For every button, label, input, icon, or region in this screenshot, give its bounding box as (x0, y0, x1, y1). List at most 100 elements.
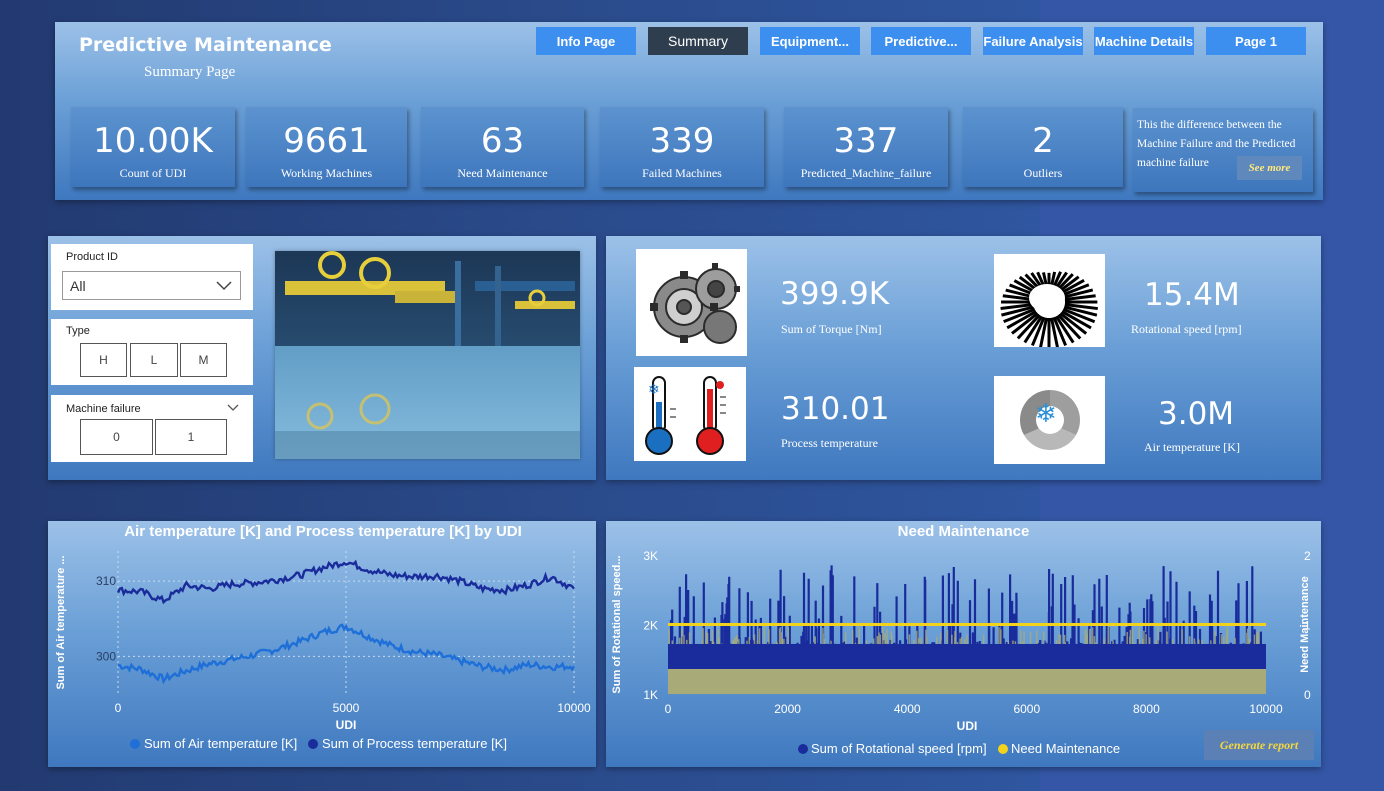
rotational-speed-area-spikes (668, 626, 1260, 644)
need-maintenance-line-chart[interactable]: 1K 2K 3K 0 1 2 0 2000 4000 6000 8000 10000 UDI Sum of… (606, 521, 1321, 767)
torque-value: 399.9K (780, 276, 890, 312)
machine-failure-slicer: Machine failure 0 1 (51, 395, 253, 462)
thermometer-icon: ❄ (634, 367, 746, 461)
svg-text:❄: ❄ (648, 381, 660, 397)
nav-machine-details[interactable]: Machine Details (1094, 27, 1194, 55)
legend-marker (308, 739, 318, 749)
cooling-fan-icon: ❄ (994, 376, 1105, 464)
y-tick-label: 3K (643, 549, 658, 563)
kpi-label: Need Maintenance (457, 166, 548, 180)
kpi-value: 10.00K (93, 121, 213, 161)
y2-tick-label: 0 (1304, 688, 1311, 702)
air-temperature-value: 3.0M (1158, 396, 1235, 432)
kpi-failed-machines: 339 Failed Machines (600, 107, 764, 187)
kpi-label: Predicted_Machine_failure (800, 166, 932, 180)
nav-info-page[interactable]: Info Page (536, 27, 636, 55)
process-temperature-line (116, 559, 575, 605)
kpi-outliers: 2 Outliers (963, 107, 1123, 187)
turbine-icon (994, 254, 1105, 348)
x-tick-label: 4000 (894, 702, 921, 716)
product-id-slicer: Product ID All (51, 244, 253, 310)
kpi-value: 339 (649, 121, 715, 161)
x-tick-label: 8000 (1133, 702, 1160, 716)
type-slicer: Type H L M (51, 319, 253, 385)
y-axis-label: Sum of Air temperature ... (55, 555, 67, 689)
rotational-speed-band (668, 643, 1266, 669)
kpi-value: 9661 (283, 121, 370, 161)
need-maintenance-chart-title: Need Maintenance (897, 523, 1030, 540)
nav-predictive[interactable]: Predictive... (871, 27, 971, 55)
air-temperature-line (117, 623, 576, 685)
kpi-label: Working Machines (280, 166, 373, 180)
y-tick-label: 2K (643, 619, 658, 633)
air-temperature-label: Air temperature [K] (1144, 440, 1240, 454)
x-axis-label: UDI (336, 718, 357, 732)
svg-text:❄: ❄ (1035, 398, 1057, 428)
chevron-down-icon (216, 281, 232, 291)
machine-failure-option-1[interactable]: 1 (155, 419, 227, 455)
nav-summary[interactable]: Summary (648, 27, 748, 55)
kpi-predicted-failure: 337 Predicted_Machine_failure (784, 107, 948, 187)
torque-label: Sum of Torque [Nm] (781, 322, 882, 336)
legend-label: Sum of Process temperature [K] (322, 736, 507, 751)
kpi-count-udi: 10.00K Count of UDI (71, 107, 235, 187)
x-tick-label: 2000 (774, 702, 801, 716)
kpi-label: Failed Machines (642, 166, 722, 180)
temperature-line-chart[interactable]: 300 310 0 5000 10000 UDI Sum of Air temperatur… (48, 521, 596, 767)
kpi-value: 337 (833, 121, 899, 161)
see-more-button[interactable]: See more (1237, 156, 1302, 180)
kpi-need-maintenance: 63 Need Maintenance (421, 107, 584, 187)
x-tick-label: 6000 (1013, 702, 1040, 716)
gear-icon (636, 249, 747, 356)
type-option-l[interactable]: L (130, 343, 178, 377)
nav-failure-analysis[interactable]: Failure Analysis (983, 27, 1083, 55)
y-tick-label: 300 (96, 649, 116, 663)
generate-report-button[interactable]: Generate report (1204, 730, 1314, 760)
legend-label: Need Maintenance (1011, 741, 1120, 756)
nav-page-1[interactable]: Page 1 (1206, 27, 1306, 55)
x-tick-label: 5000 (333, 701, 360, 715)
legend-label: Sum of Rotational speed [rpm] (811, 741, 987, 756)
machine-failure-option-0[interactable]: 0 (80, 419, 153, 455)
x-axis-label: UDI (957, 719, 978, 733)
legend-marker (998, 744, 1008, 754)
note-box: This the difference between the Machine … (1133, 108, 1313, 192)
rotational-speed-area (668, 668, 1266, 694)
process-temperature-value: 310.01 (781, 391, 890, 427)
nav-equipment[interactable]: Equipment... (760, 27, 860, 55)
type-title: Type (66, 325, 90, 337)
process-temperature-label: Process temperature (781, 436, 878, 450)
temperature-chart-card (48, 521, 596, 767)
kpi-label: Count of UDI (119, 166, 187, 180)
type-option-m[interactable]: M (180, 343, 227, 377)
legend-marker (130, 739, 140, 749)
rotational-speed-value: 15.4M (1144, 277, 1240, 313)
page-title: Predictive Maintenance (79, 34, 332, 56)
x-tick-label: 0 (115, 701, 122, 715)
product-id-dropdown[interactable]: All (62, 271, 241, 300)
y2-tick-label: 1 (1304, 619, 1311, 633)
machine-failure-title: Machine failure (66, 403, 141, 415)
page-subtitle: Summary Page (144, 64, 236, 80)
kpi-value: 63 (480, 121, 525, 161)
type-option-h[interactable]: H (80, 343, 127, 377)
kpi-value: 2 (1032, 121, 1054, 161)
y-tick-label: 1K (643, 688, 658, 702)
factory-image (275, 251, 580, 459)
x-tick-label: 0 (665, 702, 672, 716)
y2-axis-label: Need Maintenance (1299, 576, 1311, 673)
y2-tick-label: 2 (1304, 549, 1311, 563)
legend-marker (798, 744, 808, 754)
temperature-chart-title: Air temperature [K] and Process temperat… (124, 523, 522, 540)
chevron-down-icon[interactable] (227, 404, 239, 412)
y-axis-label: Sum of Rotational speed... (611, 555, 623, 693)
x-tick-label: 10000 (557, 701, 591, 715)
rotational-speed-label: Rotational speed [rpm] (1131, 322, 1242, 336)
y-tick-label: 310 (96, 574, 116, 588)
note-text: This the difference between the Machine … (1137, 119, 1296, 169)
legend-label: Sum of Air temperature [K] (144, 736, 297, 751)
kpi-working-machines: 9661 Working Machines (246, 107, 407, 187)
product-id-value: All (70, 278, 86, 294)
kpi-label: Outliers (1023, 166, 1063, 180)
x-tick-label: 10000 (1249, 702, 1283, 716)
